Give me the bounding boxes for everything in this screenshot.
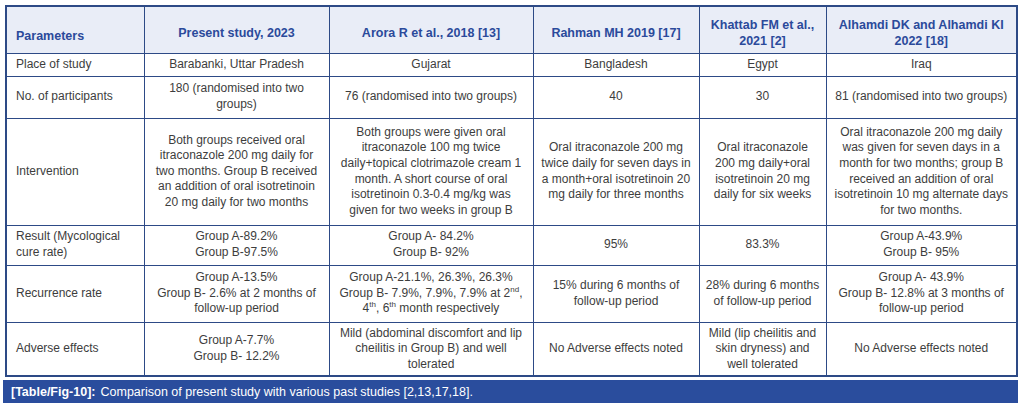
data-cell: Gujarat <box>329 53 533 76</box>
header-cell-alhamdi: Alhamdi DK and Alhamdi KI 2022 [18] <box>826 6 1017 53</box>
data-cell: Group A- 43.9% Group B- 12.8% at 3 month… <box>826 265 1017 322</box>
table-row-result: Result (Mycological cure rate) Group A-8… <box>6 225 1017 265</box>
table-row-intervention: Intervention Both groups received oral i… <box>6 118 1017 225</box>
figure-page: Parameters Present study, 2023 Arora R e… <box>0 0 1021 377</box>
data-cell: 95% <box>533 225 699 265</box>
data-cell: 30 <box>699 76 826 118</box>
header-cell-rahman: Rahman MH 2019 [17] <box>533 6 699 53</box>
data-cell: 83.3% <box>699 225 826 265</box>
data-cell: No Adverse effects noted <box>826 322 1017 376</box>
data-cell: 180 (randomised into two groups) <box>144 76 329 118</box>
data-cell: Group A-43.9% Group B- 95% <box>826 225 1017 265</box>
data-cell: 28% during 6 months of follow-up period <box>699 265 826 322</box>
row-label: No. of participants <box>6 76 144 118</box>
data-cell: 15% during 6 months of follow-up period <box>533 265 699 322</box>
data-cell: Oral itraconazole 200 mg daily was given… <box>826 118 1017 225</box>
table-header-row: Parameters Present study, 2023 Arora R e… <box>6 6 1017 53</box>
header-cell-khattab: Khattab FM et al., 2021 [2] <box>699 6 826 53</box>
data-cell: Both groups were given oral itraconazole… <box>329 118 533 225</box>
data-cell: Barabanki, Uttar Pradesh <box>144 53 329 76</box>
data-cell: Oral itraconazole 200 mg daily+oral isot… <box>699 118 826 225</box>
data-cell: Group A-7.7% Group B- 12.2% <box>144 322 329 376</box>
row-label: Place of study <box>6 53 144 76</box>
data-cell: Both groups received oral itraconazole 2… <box>144 118 329 225</box>
table-row-participants: No. of participants 180 (randomised into… <box>6 76 1017 118</box>
data-cell: Mild (lip cheilitis and skin dryness) an… <box>699 322 826 376</box>
table-row-place-of-study: Place of study Barabanki, Uttar Pradesh … <box>6 53 1017 76</box>
data-cell: Bangladesh <box>533 53 699 76</box>
data-cell: 76 (randomised into two groups) <box>329 76 533 118</box>
data-cell: Group A-21.1%, 26.3%, 26.3% Group B- 7.9… <box>329 265 533 322</box>
header-cell-arora: Arora R et al., 2018 [13] <box>329 6 533 53</box>
figure-caption: [Table/Fig-10]: Comparison of present st… <box>3 380 1018 403</box>
data-cell: 40 <box>533 76 699 118</box>
data-cell: Mild (abdominal discomfort and lip cheil… <box>329 322 533 376</box>
caption-tag: [Table/Fig-10]: <box>11 385 96 399</box>
row-label: Intervention <box>6 118 144 225</box>
header-cell-parameters: Parameters <box>6 6 144 53</box>
data-cell: Group A-13.5% Group B- 2.6% at 2 months … <box>144 265 329 322</box>
row-label: Adverse effects <box>6 322 144 376</box>
data-cell: Group A-89.2% Group B-97.5% <box>144 225 329 265</box>
table-row-recurrence: Recurrence rate Group A-13.5% Group B- 2… <box>6 265 1017 322</box>
data-cell: Egypt <box>699 53 826 76</box>
data-cell: 81 (randomised into two groups) <box>826 76 1017 118</box>
data-cell: Oral itraconazole 200 mg twice daily for… <box>533 118 699 225</box>
data-cell: No Adverse effects noted <box>533 322 699 376</box>
caption-text: Comparison of present study with various… <box>101 385 473 399</box>
comparison-table: Parameters Present study, 2023 Arora R e… <box>5 5 1018 377</box>
table-row-adverse-effects: Adverse effects Group A-7.7% Group B- 12… <box>6 322 1017 376</box>
row-label: Result (Mycological cure rate) <box>6 225 144 265</box>
data-cell: Iraq <box>826 53 1017 76</box>
header-cell-present-study: Present study, 2023 <box>144 6 329 53</box>
data-cell: Group A- 84.2% Group B- 92% <box>329 225 533 265</box>
row-label: Recurrence rate <box>6 265 144 322</box>
